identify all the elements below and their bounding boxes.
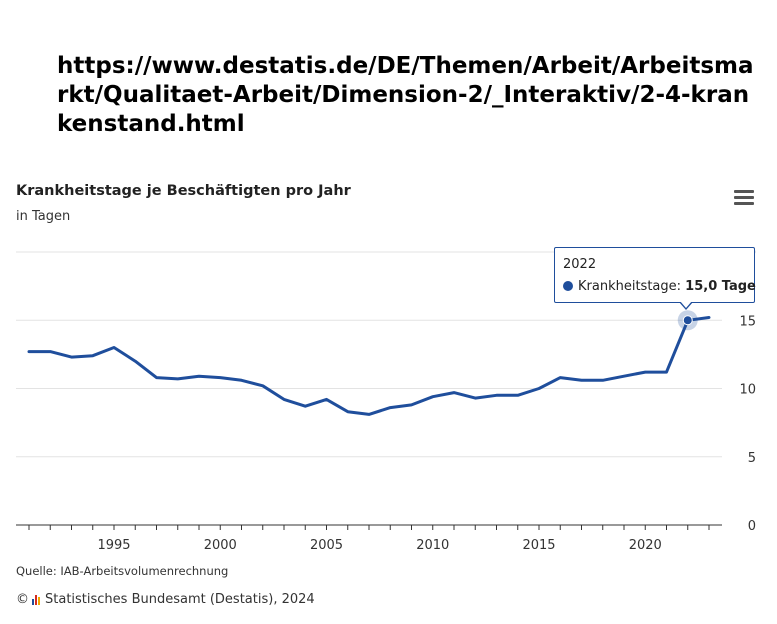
data-point-1991 [27, 350, 31, 354]
series-krankheitstage [27, 316, 711, 416]
data-point-2011 [452, 391, 456, 395]
data-point-1995 [112, 346, 116, 350]
page-url: https://www.destatis.de/DE/Themen/Arbeit… [57, 53, 754, 137]
y-tick-label-10: 10 [739, 383, 756, 398]
data-point-2023 [707, 316, 711, 320]
data-point-2012 [473, 396, 477, 400]
chart-source: Quelle: IAB-Arbeitsvolumenrechnung [16, 564, 229, 578]
data-point-2017 [580, 378, 584, 382]
data-point-2002 [261, 384, 265, 388]
data-point-1994 [91, 354, 95, 358]
x-tick-label-2015: 2015 [522, 538, 555, 553]
destatis-logo-icon [32, 594, 41, 605]
y-tick-label-0: 0 [748, 519, 756, 534]
series-line-krankheitstage [27, 316, 711, 416]
chart-tooltip: 2022 Krankheitstage: 15,0 Tage [554, 247, 756, 303]
series-dot-icon [563, 281, 573, 291]
tooltip-row: Krankheitstage: 15,0 Tage [563, 279, 756, 294]
x-tick-label-2000: 2000 [204, 538, 237, 553]
data-point-2009 [410, 403, 414, 407]
x-tick-label-2020: 2020 [629, 538, 662, 553]
x-axis: 1995 2000 2005 2010 2015 2020 [16, 524, 722, 553]
hover-point [682, 315, 693, 326]
data-point-2010 [431, 395, 435, 399]
logo-bar [32, 598, 34, 605]
data-point-2013 [495, 393, 499, 397]
data-point-2004 [303, 404, 307, 408]
data-point-1999 [197, 374, 201, 378]
copyright-symbol: © [16, 592, 29, 607]
hover-marker [677, 310, 698, 331]
data-point-2001 [240, 378, 244, 382]
chart-title: Krankheitstage je Beschäftigten pro Jahr [16, 183, 351, 199]
data-point-1996 [133, 359, 137, 363]
data-point-2020 [643, 370, 647, 374]
data-point-2016 [558, 376, 562, 380]
hamburger-menu-icon[interactable] [734, 190, 754, 208]
grid-lines [16, 251, 722, 458]
data-point-2003 [282, 397, 286, 401]
data-point-1998 [176, 377, 180, 381]
tooltip-year: 2022 [563, 257, 597, 272]
data-point-1997 [155, 376, 159, 380]
data-point-2021 [665, 370, 669, 374]
y-tick-label-5: 5 [748, 451, 756, 466]
data-point-2006 [346, 410, 350, 414]
data-point-2019 [622, 374, 626, 378]
x-tick-label-2005: 2005 [310, 538, 343, 553]
copyright-text: Statistisches Bundesamt (Destatis), 2024 [45, 592, 315, 607]
tooltip-value: 15,0 Tage [685, 279, 756, 294]
chart-subtitle: in Tagen [16, 209, 71, 224]
data-point-2005 [325, 397, 329, 401]
data-point-2007 [367, 412, 371, 416]
logo-bar [38, 596, 40, 605]
data-point-1993 [70, 355, 74, 359]
data-point-2008 [388, 406, 392, 410]
data-point-2015 [537, 387, 541, 391]
data-point-2018 [601, 378, 605, 382]
tooltip-label: Krankheitstage: [578, 279, 682, 294]
data-point-2000 [218, 376, 222, 380]
y-tick-label-15: 15 [739, 314, 756, 329]
logo-bar [35, 594, 37, 605]
data-point-1992 [48, 350, 52, 354]
data-point-2014 [516, 393, 520, 397]
copyright: © Statistisches Bundesamt (Destatis), 20… [16, 592, 315, 607]
x-tick-label-2010: 2010 [416, 538, 449, 553]
tooltip-arrow [679, 301, 693, 310]
x-tick-label-1995: 1995 [97, 538, 130, 553]
